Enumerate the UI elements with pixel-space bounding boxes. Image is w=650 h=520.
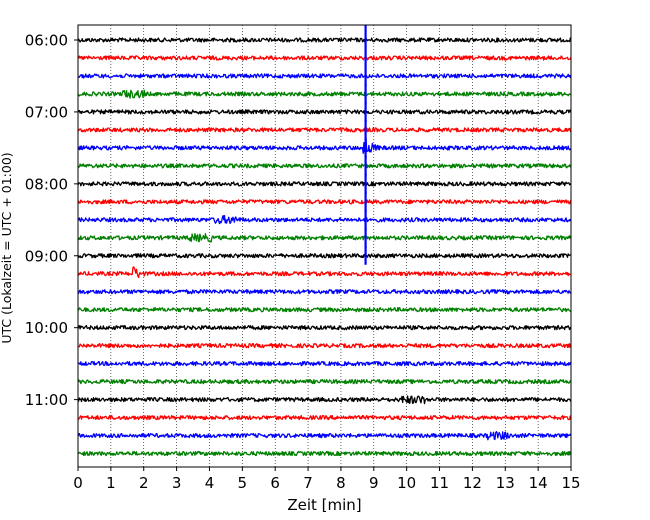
seismic-trace (77, 343, 572, 349)
seismic-trace (77, 430, 572, 441)
y-tick-label: 08:00 (25, 175, 68, 193)
seismic-trace (77, 73, 572, 79)
seismic-trace (77, 378, 572, 385)
x-tick-label: 6 (270, 474, 280, 492)
seismic-trace (77, 138, 572, 155)
seismic-trace (77, 325, 572, 331)
seismic-traces (77, 37, 572, 457)
seismic-trace (77, 414, 572, 421)
seismic-trace (77, 289, 572, 295)
x-tick-label: 5 (238, 474, 248, 492)
seismic-trace (77, 233, 572, 243)
seismic-trace (77, 109, 572, 115)
y-tick-label: 07:00 (25, 103, 68, 121)
seismic-trace (77, 181, 572, 187)
y-tick-label: 06:00 (25, 32, 68, 50)
seismic-trace (77, 395, 572, 405)
x-tick-label: 8 (336, 474, 346, 492)
seismic-trace (77, 214, 572, 225)
x-tick-label: 7 (303, 474, 313, 492)
x-tick-label: 9 (369, 474, 379, 492)
x-tick-label: 11 (430, 474, 449, 492)
seismic-trace (77, 199, 572, 205)
seismic-trace (77, 307, 572, 313)
y-axis-label: UTC (Lokalzeit = UTC + 01:00) (0, 152, 14, 343)
y-axis-ticks: 06:00 07:00 08:00 09:00 10:00 11:00 (25, 32, 78, 409)
x-tick-label: 12 (463, 474, 482, 492)
x-tick-label: 14 (529, 474, 548, 492)
x-tick-label: 13 (496, 474, 515, 492)
x-axis-label: Zeit [min] (287, 496, 361, 514)
plot-frame (77, 24, 572, 468)
x-axis-ticks: 0 1 2 3 4 5 6 7 8 9 10 11 12 13 14 15 (73, 467, 581, 492)
seismic-trace (77, 253, 572, 259)
seismic-trace (77, 89, 572, 99)
x-tick-label: 0 (73, 474, 83, 492)
x-tick-label: 15 (561, 474, 580, 492)
seismic-trace (77, 55, 572, 61)
seismic-trace (77, 360, 572, 367)
seismic-trace (77, 163, 572, 169)
x-tick-label: 10 (397, 474, 416, 492)
x-tick-label: 4 (205, 474, 215, 492)
seismic-trace (77, 127, 572, 133)
y-tick-label: 09:00 (25, 247, 68, 265)
x-tick-label: 2 (139, 474, 149, 492)
y-tick-label: 10:00 (25, 319, 68, 337)
y-tick-label: 11:00 (25, 391, 68, 409)
seismic-trace (77, 37, 572, 43)
seismic-trace (77, 266, 572, 279)
x-tick-label: 1 (106, 474, 116, 492)
x-tick-label: 3 (172, 474, 182, 492)
seismic-trace (77, 450, 572, 457)
